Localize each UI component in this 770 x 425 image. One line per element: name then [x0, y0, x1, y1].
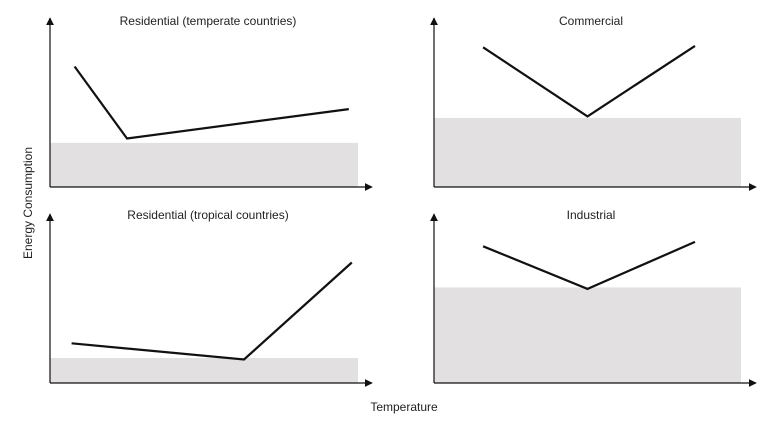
x-axis-label: Temperature	[370, 400, 438, 414]
baseload-band-residential-temperate	[50, 142, 358, 187]
series-line-commercial	[482, 44, 696, 118]
panel-commercial: Commercial	[430, 14, 757, 191]
panel-residential-temperate: Residential (temperate countries)	[46, 14, 373, 191]
panel-title-commercial: Commercial	[559, 14, 623, 28]
baseload-band-residential-tropical	[50, 358, 358, 383]
baseload-band-commercial	[434, 117, 741, 187]
y-axis-label: Energy Consumption	[21, 147, 35, 259]
panel-industrial: Industrial	[430, 208, 757, 387]
series-line-residential-tropical	[71, 261, 353, 361]
baseload-band-industrial	[434, 287, 741, 383]
panel-title-residential-tropical: Residential (tropical countries)	[127, 208, 288, 222]
series-line-industrial	[482, 240, 696, 291]
panels: Residential (temperate countries) Commerc…	[46, 14, 757, 387]
panel-title-residential-temperate: Residential (temperate countries)	[120, 14, 297, 28]
panel-title-industrial: Industrial	[567, 208, 616, 222]
panel-residential-tropical: Residential (tropical countries)	[46, 208, 373, 387]
series-line-residential-temperate	[73, 65, 349, 140]
